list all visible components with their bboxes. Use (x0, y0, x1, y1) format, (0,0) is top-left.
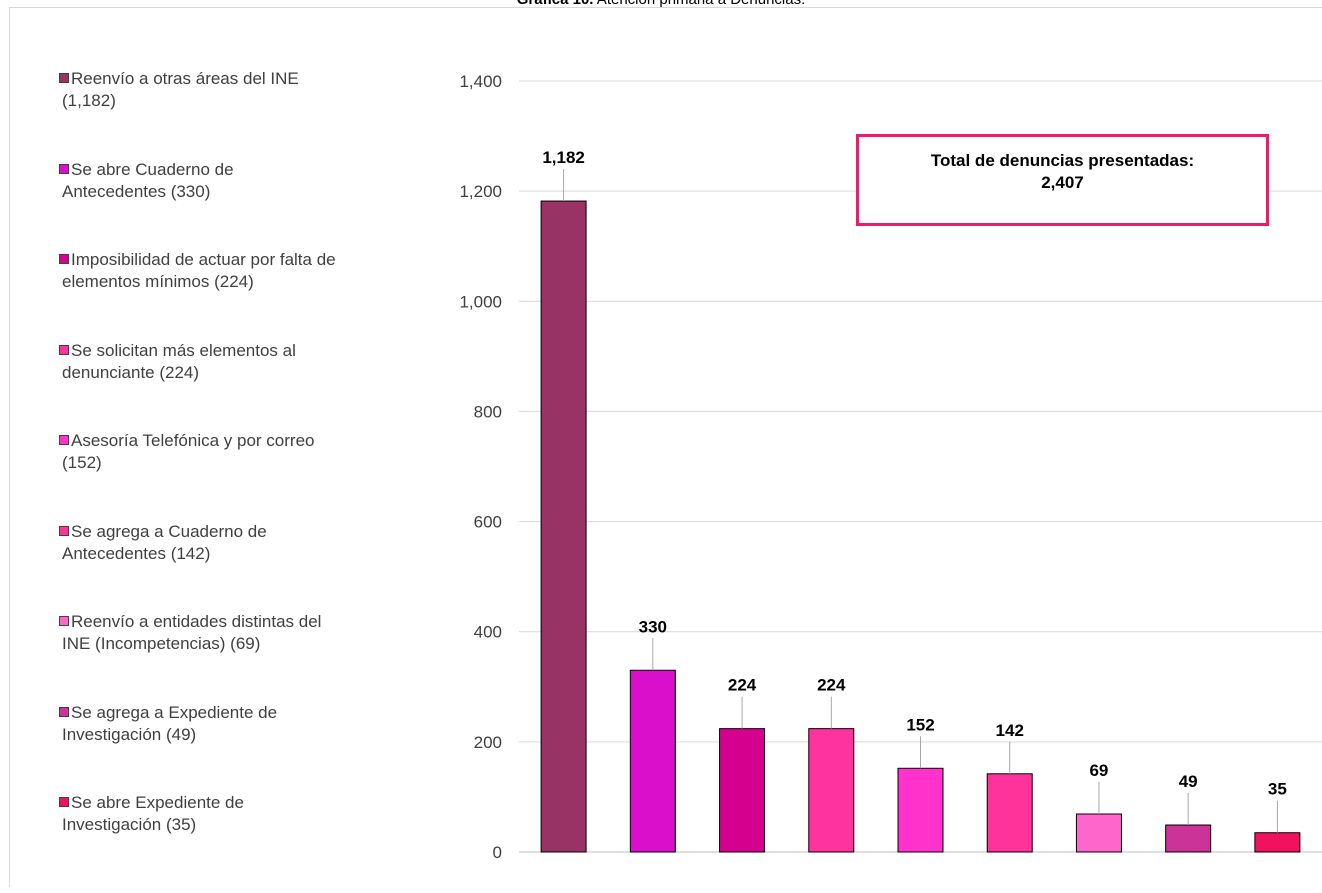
legend-label-line1: Reenvío a otras áreas del INE (71, 69, 299, 88)
caption-text: Atención primaria a Denuncias. (593, 0, 805, 8)
legend-label-line1: Reenvío a entidades distintas del (71, 612, 322, 631)
bar (897, 767, 944, 853)
legend-label: Reenvío a otras áreas del INE (1,182) (45, 68, 385, 112)
bar (719, 728, 766, 853)
legend-item: Se abre Expediente de Investigación (35) (45, 792, 385, 836)
y-tick-label: 600 (474, 513, 502, 532)
legend-item: Reenvío a otras áreas del INE (1,182) (45, 68, 385, 112)
data-label: 142 (996, 721, 1024, 740)
legend-label-line2: (152) (62, 453, 102, 472)
caption-bold: Gráfica 10. (517, 0, 594, 8)
y-tick-label: 400 (474, 623, 502, 642)
bar (808, 728, 855, 853)
legend-label-line2: INE (Incompetencias) (69) (62, 634, 261, 653)
legend-label: Reenvío a entidades distintas del INE (In… (45, 611, 385, 655)
y-tick-label: 0 (493, 843, 502, 862)
legend-item: Reenvío a entidades distintas del INE (In… (45, 611, 385, 655)
legend-label: Se solicitan más elementos al denunciante… (45, 340, 385, 384)
legend-label: Se agrega a Expediente de Investigación (… (45, 702, 385, 746)
data-label: 49 (1179, 772, 1198, 791)
legend-label-line2: Antecedentes (142) (62, 543, 211, 563)
legend-label: Se abre Cuaderno de Antecedentes (330) (45, 159, 385, 203)
data-label: 224 (817, 676, 846, 695)
legend-swatch (59, 616, 69, 626)
chart-caption: Gráfica 10. Atención primaria a Denuncia… (0, 0, 1322, 8)
bar (629, 669, 676, 853)
y-tick-label: 200 (474, 733, 502, 752)
legend-label: Se abre Expediente de Investigación (35) (45, 792, 385, 836)
legend-item: Se abre Cuaderno de Antecedentes (330) (45, 159, 385, 203)
legend-label-line2: (1,182) (62, 91, 116, 110)
chart-frame (9, 7, 1322, 887)
legend-swatch (59, 163, 69, 174)
total-denuncias-box: Total de denuncias presentadas: 2,407 (856, 134, 1269, 226)
legend-label-line1: Se abre Cuaderno de (71, 159, 234, 179)
legend-swatch (59, 344, 69, 355)
data-label: 224 (728, 676, 757, 695)
legend-label: Asesoría Telefónica y por correo (152) (45, 430, 385, 474)
legend-label-line2: Investigación (49) (62, 724, 197, 744)
legend-label-line2: Investigación (35) (62, 815, 197, 834)
y-tick-label: 1,400 (459, 72, 502, 91)
legend-label-line2: Antecedentes (330) (62, 181, 211, 201)
data-label: 1,182 (542, 148, 585, 167)
legend-label: Se agrega a Cuaderno de Antecedentes (142… (45, 521, 385, 565)
legend-swatch (59, 525, 69, 536)
legend-label-line1: Se agrega a Cuaderno de (71, 521, 267, 541)
legend-label-line1: Se solicitan más elementos al (71, 340, 296, 360)
legend-label-line1: Se abre Expediente de (71, 793, 244, 812)
data-label: 69 (1089, 761, 1108, 780)
bar (1254, 832, 1301, 853)
bar (986, 773, 1033, 853)
y-tick-label: 1,000 (459, 292, 502, 311)
legend-swatch (59, 254, 69, 264)
legend-swatch (59, 73, 69, 83)
legend-item: Se agrega a Expediente de Investigación (… (45, 702, 385, 746)
legend-label-line2: denunciante (224) (62, 362, 200, 382)
legend-item: Se agrega a Cuaderno de Antecedentes (142… (45, 521, 385, 565)
total-box-line1: Total de denuncias presentadas: (930, 151, 1195, 170)
data-label: 330 (639, 617, 667, 636)
bar (1165, 824, 1212, 853)
legend-item: Asesoría Telefónica y por correo (152) (45, 430, 385, 474)
bar (1075, 813, 1122, 853)
y-tick-label: 1,200 (459, 182, 502, 201)
legend-item: Se solicitan más elementos al denunciante… (45, 340, 385, 384)
data-label: 35 (1268, 780, 1287, 799)
legend-label: Imposibilidad de actuar por falta de elem… (45, 249, 385, 293)
legend-label-line1: Se agrega a Expediente de (71, 702, 278, 722)
legend-label-line2: elementos mínimos (224) (62, 272, 254, 291)
legend-label-line1: Imposibilidad de actuar por falta de (71, 250, 336, 269)
y-tick-label: 800 (474, 402, 502, 421)
total-box-line2: 2,407 (1041, 173, 1084, 192)
legend-label-line1: Asesoría Telefónica y por correo (71, 431, 315, 450)
bar (540, 200, 587, 853)
data-label: 152 (906, 715, 934, 734)
legend-swatch (59, 797, 69, 807)
legend-swatch (59, 435, 69, 445)
legend-item: Imposibilidad de actuar por falta de elem… (45, 249, 385, 293)
legend-swatch (59, 706, 69, 717)
